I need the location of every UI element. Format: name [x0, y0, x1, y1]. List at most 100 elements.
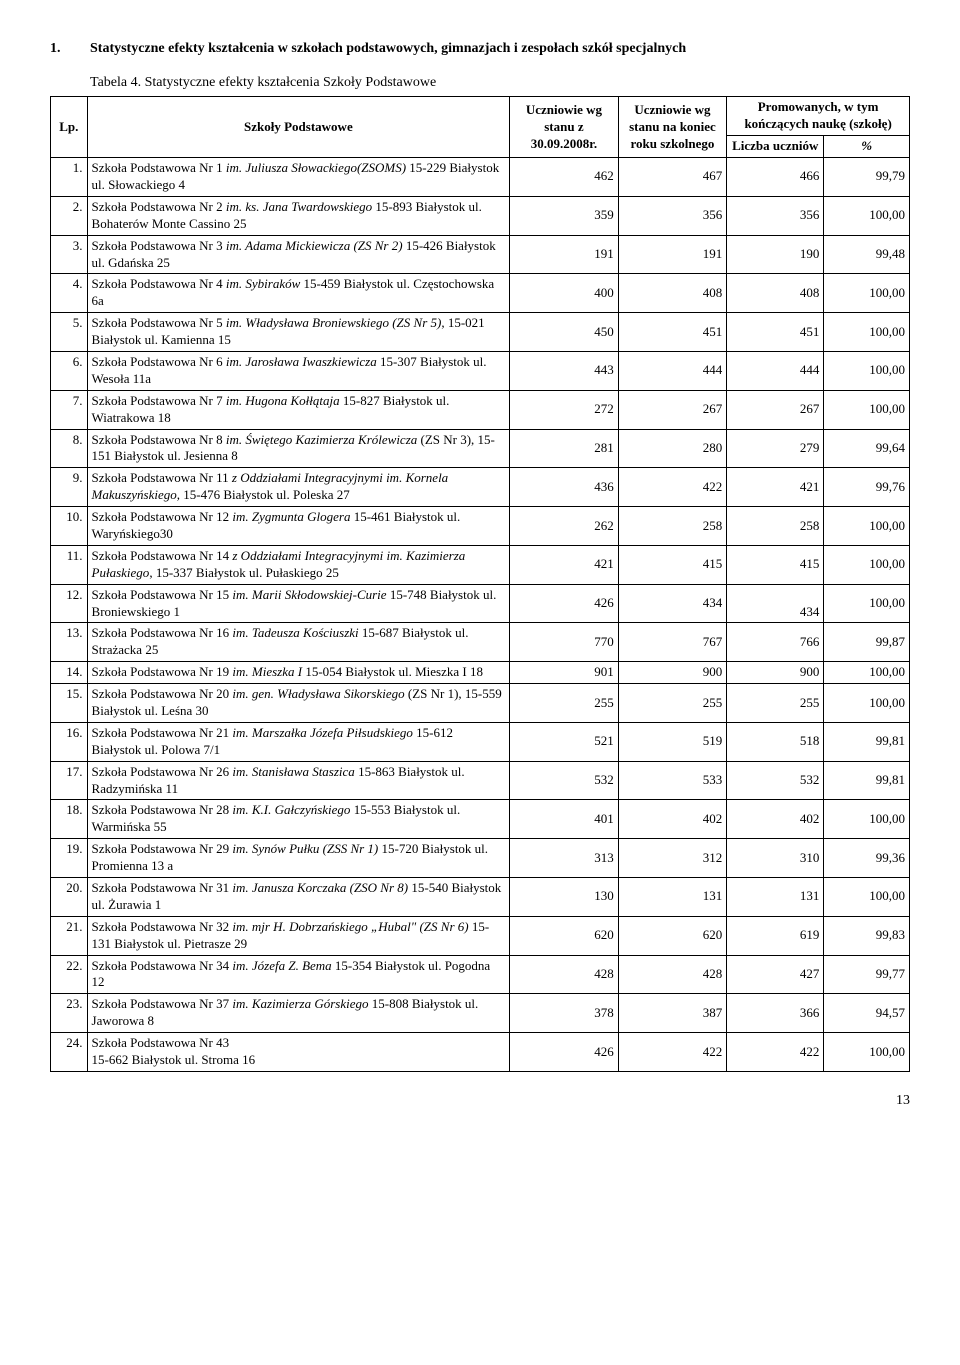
cell-lp: 1. [51, 158, 88, 197]
cell-school-name: Szkoła Podstawowa Nr 37 im. Kazimierza G… [87, 994, 510, 1033]
header-schools: Szkoły Podstawowe [87, 97, 510, 158]
cell-promoted-count: 415 [727, 545, 824, 584]
cell-promoted-count: 451 [727, 313, 824, 352]
table-row: 13.Szkoła Podstawowa Nr 16 im. Tadeusza … [51, 623, 910, 662]
header-percent: % [824, 136, 910, 158]
header-students-end: Uczniowie wg stanu na koniec roku szkoln… [618, 97, 727, 158]
cell-students-end: 451 [618, 313, 727, 352]
cell-promoted-count: 466 [727, 158, 824, 197]
table-row: 8.Szkoła Podstawowa Nr 8 im. Świętego Ka… [51, 429, 910, 468]
header-students-start: Uczniowie wg stanu z 30.09.2008r. [510, 97, 619, 158]
cell-promoted-count: 900 [727, 662, 824, 684]
cell-promoted-percent: 99,77 [824, 955, 910, 994]
cell-promoted-percent: 100,00 [824, 662, 910, 684]
cell-students-start: 359 [510, 196, 619, 235]
cell-school-name: Szkoła Podstawowa Nr 5 im. Władysława Br… [87, 313, 510, 352]
cell-promoted-count: 258 [727, 507, 824, 546]
cell-promoted-count: 421 [727, 468, 824, 507]
cell-lp: 9. [51, 468, 88, 507]
cell-promoted-count: 310 [727, 839, 824, 878]
cell-school-name: Szkoła Podstawowa Nr 15 im. Marii Skłodo… [87, 584, 510, 623]
header-count: Liczba uczniów [727, 136, 824, 158]
cell-students-start: 191 [510, 235, 619, 274]
cell-students-end: 267 [618, 390, 727, 429]
cell-promoted-percent: 100,00 [824, 390, 910, 429]
cell-students-start: 401 [510, 800, 619, 839]
cell-promoted-percent: 94,57 [824, 994, 910, 1033]
cell-lp: 18. [51, 800, 88, 839]
cell-promoted-count: 427 [727, 955, 824, 994]
cell-school-name: Szkoła Podstawowa Nr 6 im. Jarosława Iwa… [87, 351, 510, 390]
cell-promoted-count: 190 [727, 235, 824, 274]
cell-students-start: 620 [510, 916, 619, 955]
cell-students-end: 131 [618, 878, 727, 917]
table-row: 1.Szkoła Podstawowa Nr 1 im. Juliusza Sł… [51, 158, 910, 197]
cell-students-start: 532 [510, 761, 619, 800]
table-row: 9.Szkoła Podstawowa Nr 11 z Oddziałami I… [51, 468, 910, 507]
cell-students-end: 620 [618, 916, 727, 955]
cell-promoted-count: 267 [727, 390, 824, 429]
cell-lp: 7. [51, 390, 88, 429]
section-heading: 1. Statystyczne efekty kształcenia w szk… [50, 40, 910, 58]
table-row: 19.Szkoła Podstawowa Nr 29 im. Synów Puł… [51, 839, 910, 878]
cell-promoted-percent: 99,83 [824, 916, 910, 955]
cell-school-name: Szkoła Podstawowa Nr 12 im. Zygmunta Glo… [87, 507, 510, 546]
cell-students-end: 519 [618, 722, 727, 761]
cell-lp: 20. [51, 878, 88, 917]
cell-students-end: 434 [618, 584, 727, 623]
cell-promoted-count: 408 [727, 274, 824, 313]
table-row: 17.Szkoła Podstawowa Nr 26 im. Stanisław… [51, 761, 910, 800]
cell-lp: 11. [51, 545, 88, 584]
cell-promoted-percent: 99,48 [824, 235, 910, 274]
cell-school-name: Szkoła Podstawowa Nr 1 im. Juliusza Słow… [87, 158, 510, 197]
cell-lp: 14. [51, 662, 88, 684]
cell-promoted-percent: 99,81 [824, 761, 910, 800]
table-row: 14.Szkoła Podstawowa Nr 19 im. Mieszka I… [51, 662, 910, 684]
cell-students-end: 444 [618, 351, 727, 390]
cell-school-name: Szkoła Podstawowa Nr 4 im. Sybiraków 15-… [87, 274, 510, 313]
cell-lp: 17. [51, 761, 88, 800]
header-lp: Lp. [51, 97, 88, 158]
cell-students-end: 258 [618, 507, 727, 546]
cell-promoted-count: 279 [727, 429, 824, 468]
cell-school-name: Szkoła Podstawowa Nr 3 im. Adama Mickiew… [87, 235, 510, 274]
cell-promoted-percent: 100,00 [824, 878, 910, 917]
cell-students-end: 280 [618, 429, 727, 468]
cell-promoted-count: 766 [727, 623, 824, 662]
cell-students-start: 462 [510, 158, 619, 197]
table-row: 21.Szkoła Podstawowa Nr 32 im. mjr H. Do… [51, 916, 910, 955]
cell-lp: 4. [51, 274, 88, 313]
cell-students-start: 272 [510, 390, 619, 429]
header-promoted-group: Promowanych, w tym kończących naukę (szk… [727, 97, 910, 136]
cell-promoted-count: 131 [727, 878, 824, 917]
cell-school-name: Szkoła Podstawowa Nr 31 im. Janusza Korc… [87, 878, 510, 917]
table-row: 12.Szkoła Podstawowa Nr 15 im. Marii Skł… [51, 584, 910, 623]
table-row: 11.Szkoła Podstawowa Nr 14 z Oddziałami … [51, 545, 910, 584]
cell-promoted-count: 444 [727, 351, 824, 390]
page-number: 13 [50, 1092, 910, 1110]
cell-students-start: 281 [510, 429, 619, 468]
cell-students-end: 356 [618, 196, 727, 235]
cell-students-end: 408 [618, 274, 727, 313]
section-number: 1. [50, 40, 90, 58]
cell-lp: 3. [51, 235, 88, 274]
cell-school-name: Szkoła Podstawowa Nr 7 im. Hugona Kołłąt… [87, 390, 510, 429]
cell-students-start: 450 [510, 313, 619, 352]
cell-promoted-count: 532 [727, 761, 824, 800]
cell-students-start: 426 [510, 584, 619, 623]
cell-lp: 21. [51, 916, 88, 955]
table-row: 2.Szkoła Podstawowa Nr 2 im. ks. Jana Tw… [51, 196, 910, 235]
cell-students-end: 191 [618, 235, 727, 274]
cell-students-end: 422 [618, 1033, 727, 1072]
cell-lp: 13. [51, 623, 88, 662]
cell-promoted-count: 422 [727, 1033, 824, 1072]
cell-promoted-percent: 100,00 [824, 313, 910, 352]
cell-school-name: Szkoła Podstawowa Nr 20 im. gen. Władysł… [87, 684, 510, 723]
cell-students-start: 443 [510, 351, 619, 390]
table-row: 7.Szkoła Podstawowa Nr 7 im. Hugona Kołł… [51, 390, 910, 429]
cell-promoted-count: 255 [727, 684, 824, 723]
cell-school-name: Szkoła Podstawowa Nr 19 im. Mieszka I 15… [87, 662, 510, 684]
cell-promoted-percent: 100,00 [824, 274, 910, 313]
cell-lp: 8. [51, 429, 88, 468]
cell-students-end: 900 [618, 662, 727, 684]
